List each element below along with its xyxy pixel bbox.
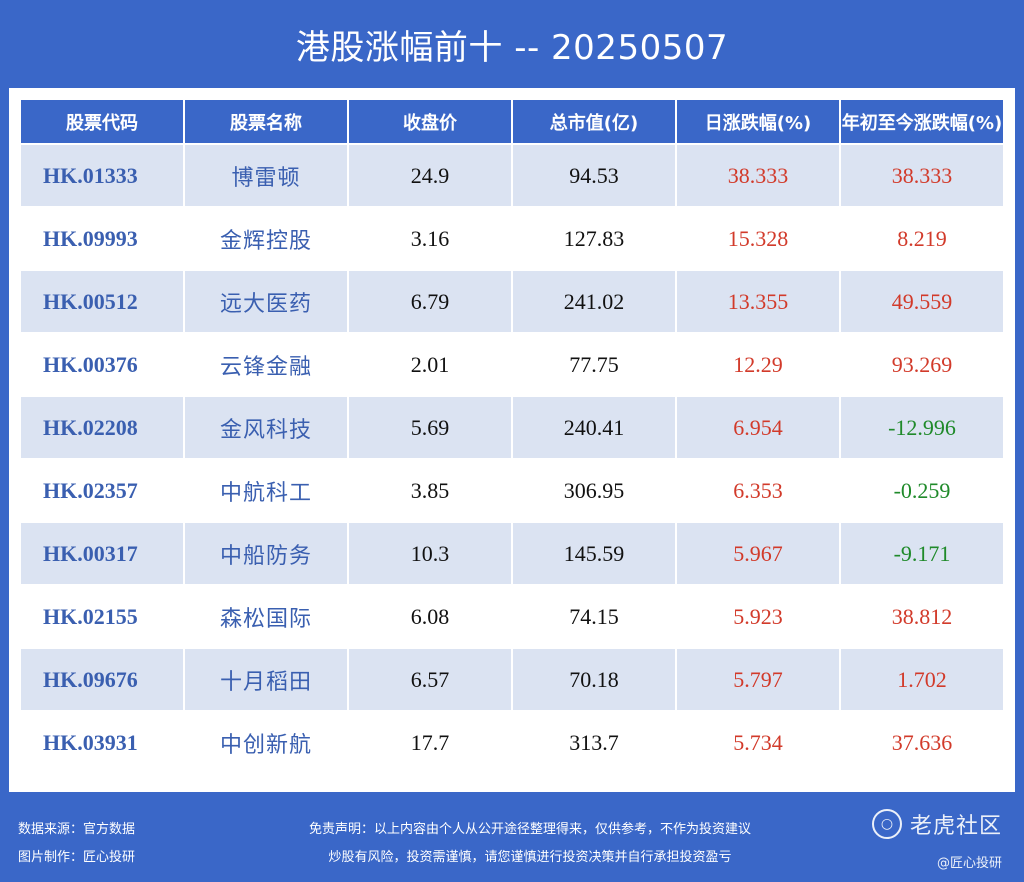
- stock-code: HK.00376: [21, 334, 183, 395]
- page-title: 港股涨幅前十 -- 20250507: [295, 28, 729, 68]
- table-row: HK.00512 远大医药 6.79 241.02 13.355 49.559: [21, 271, 1003, 332]
- day-change: 6.353: [677, 460, 839, 521]
- close-price: 3.16: [349, 208, 511, 269]
- stock-code: HK.09676: [21, 649, 183, 710]
- image-maker: 图片制作：匠心投研: [18, 850, 136, 865]
- table-header-row: 股票代码 股票名称 收盘价 总市值(亿) 日涨跌幅(%) 年初至今涨跌幅(%): [21, 100, 1003, 143]
- stock-table: 股票代码 股票名称 收盘价 总市值(亿) 日涨跌幅(%) 年初至今涨跌幅(%) …: [19, 98, 1005, 775]
- table-panel: 股票代码 股票名称 收盘价 总市值(亿) 日涨跌幅(%) 年初至今涨跌幅(%) …: [9, 88, 1015, 792]
- ytd-change: 38.812: [841, 586, 1003, 647]
- ytd-change: 37.636: [841, 712, 1003, 773]
- ytd-change: -9.171: [841, 523, 1003, 584]
- market-cap: 240.41: [513, 397, 675, 458]
- market-cap: 77.75: [513, 334, 675, 395]
- header-name: 股票名称: [185, 100, 347, 143]
- day-change: 5.734: [677, 712, 839, 773]
- ytd-change: 8.219: [841, 208, 1003, 269]
- market-cap: 306.95: [513, 460, 675, 521]
- stock-code: HK.03931: [21, 712, 183, 773]
- stock-name: 中航科工: [185, 460, 347, 521]
- market-cap: 127.83: [513, 208, 675, 269]
- close-price: 6.79: [349, 271, 511, 332]
- table-row: HK.00376 云锋金融 2.01 77.75 12.29 93.269: [21, 334, 1003, 395]
- stock-code: HK.01333: [21, 145, 183, 206]
- market-cap: 313.7: [513, 712, 675, 773]
- day-change: 13.355: [677, 271, 839, 332]
- close-price: 2.01: [349, 334, 511, 395]
- table-row: HK.02155 森松国际 6.08 74.15 5.923 38.812: [21, 586, 1003, 647]
- close-price: 10.3: [349, 523, 511, 584]
- table-row: HK.01333 博雷顿 24.9 94.53 38.333 38.333: [21, 145, 1003, 206]
- header-ytd-change: 年初至今涨跌幅(%): [841, 100, 1003, 143]
- disclaimer: 免责声明：以上内容由个人从公开途径整理得来，仅供参考，不作为投资建议 炒股有风险…: [250, 816, 810, 872]
- header-close: 收盘价: [349, 100, 511, 143]
- stock-code: HK.00512: [21, 271, 183, 332]
- close-price: 6.08: [349, 586, 511, 647]
- table-row: HK.00317 中船防务 10.3 145.59 5.967 -9.171: [21, 523, 1003, 584]
- day-change: 5.797: [677, 649, 839, 710]
- header-day-change: 日涨跌幅(%): [677, 100, 839, 143]
- market-cap: 241.02: [513, 271, 675, 332]
- stock-name: 云锋金融: [185, 334, 347, 395]
- market-cap: 94.53: [513, 145, 675, 206]
- watermark-author: @匠心投研: [936, 856, 1002, 871]
- stock-name: 中创新航: [185, 712, 347, 773]
- watermark-text: 老虎社区: [909, 814, 1002, 839]
- market-cap: 74.15: [513, 586, 675, 647]
- footer: 数据来源：官方数据 图片制作：匠心投研 免责声明：以上内容由个人从公开途径整理得…: [0, 800, 1024, 882]
- close-price: 6.57: [349, 649, 511, 710]
- stock-code: HK.02357: [21, 460, 183, 521]
- ytd-change: -0.259: [841, 460, 1003, 521]
- table-body: HK.01333 博雷顿 24.9 94.53 38.333 38.333 HK.09993…: [21, 145, 1003, 773]
- stock-name: 远大医药: [185, 271, 347, 332]
- stock-code: HK.02155: [21, 586, 183, 647]
- data-source: 数据来源：官方数据: [18, 822, 136, 837]
- close-price: 3.85: [349, 460, 511, 521]
- header-code: 股票代码: [21, 100, 183, 143]
- market-cap: 145.59: [513, 523, 675, 584]
- table-row: HK.03931 中创新航 17.7 313.7 5.734 37.636: [21, 712, 1003, 773]
- day-change: 15.328: [677, 208, 839, 269]
- market-cap: 70.18: [513, 649, 675, 710]
- table-row: HK.02357 中航科工 3.85 306.95 6.353 -0.259: [21, 460, 1003, 521]
- close-price: 5.69: [349, 397, 511, 458]
- ytd-change: 93.269: [841, 334, 1003, 395]
- watermark: ○ 老虎社区 @匠心投研: [832, 808, 1002, 871]
- stock-name: 森松国际: [185, 586, 347, 647]
- ytd-change: 1.702: [841, 649, 1003, 710]
- day-change: 12.29: [677, 334, 839, 395]
- table-row: HK.09993 金辉控股 3.16 127.83 15.328 8.219: [21, 208, 1003, 269]
- stock-code: HK.00317: [21, 523, 183, 584]
- stock-name: 金辉控股: [185, 208, 347, 269]
- table-row: HK.09676 十月稻田 6.57 70.18 5.797 1.702: [21, 649, 1003, 710]
- close-price: 17.7: [349, 712, 511, 773]
- tiger-logo-icon: ○: [871, 809, 902, 839]
- table-row: HK.02208 金风科技 5.69 240.41 6.954 -12.996: [21, 397, 1003, 458]
- ytd-change: 38.333: [841, 145, 1003, 206]
- close-price: 24.9: [349, 145, 511, 206]
- day-change: 5.967: [677, 523, 839, 584]
- stock-name: 博雷顿: [185, 145, 347, 206]
- disclaimer-line-2: 炒股有风险，投资需谨慎，请您谨慎进行投资决策并自行承担投资盈亏: [328, 850, 732, 865]
- ytd-change: 49.559: [841, 271, 1003, 332]
- stock-code: HK.02208: [21, 397, 183, 458]
- ytd-change: -12.996: [841, 397, 1003, 458]
- header-market-cap: 总市值(亿): [513, 100, 675, 143]
- day-change: 38.333: [677, 145, 839, 206]
- disclaimer-line-1: 免责声明：以上内容由个人从公开途径整理得来，仅供参考，不作为投资建议: [308, 822, 751, 837]
- stock-code: HK.09993: [21, 208, 183, 269]
- stock-name: 十月稻田: [185, 649, 347, 710]
- stock-name: 中船防务: [185, 523, 347, 584]
- stock-name: 金风科技: [185, 397, 347, 458]
- day-change: 5.923: [677, 586, 839, 647]
- footer-credits: 数据来源：官方数据 图片制作：匠心投研: [18, 816, 135, 872]
- day-change: 6.954: [677, 397, 839, 458]
